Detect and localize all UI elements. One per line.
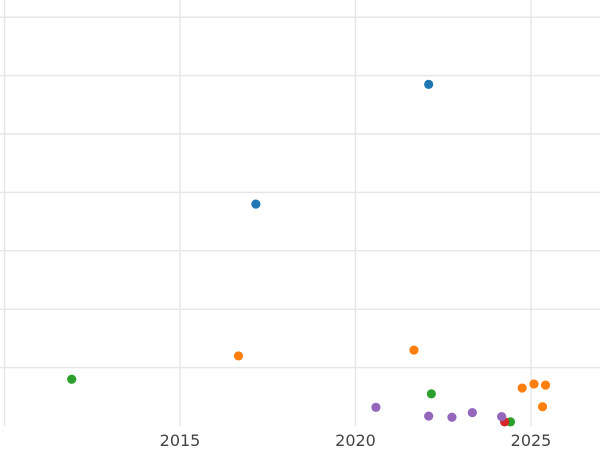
data-point: [426, 389, 436, 399]
data-point: [424, 79, 434, 89]
grid: [0, 0, 600, 426]
data-point: [447, 412, 457, 422]
data-point: [467, 407, 477, 418]
data-point: [409, 345, 419, 355]
x-tick-label: 2015: [160, 431, 201, 450]
data-point: [529, 379, 539, 389]
data-point: [537, 402, 548, 412]
data-point: [517, 383, 527, 393]
data-point: [371, 402, 381, 412]
x-tick-label: 2020: [335, 431, 376, 450]
x-tick-label: 2025: [511, 431, 552, 450]
data-point: [67, 374, 77, 384]
data-point: [251, 199, 261, 209]
data-point: [424, 411, 434, 421]
data-point: [497, 412, 507, 422]
data-point: [233, 351, 244, 361]
x-axis-ticks: 2015 2020 2025: [160, 431, 552, 450]
data-points: [67, 79, 551, 427]
data-point: [540, 380, 551, 390]
